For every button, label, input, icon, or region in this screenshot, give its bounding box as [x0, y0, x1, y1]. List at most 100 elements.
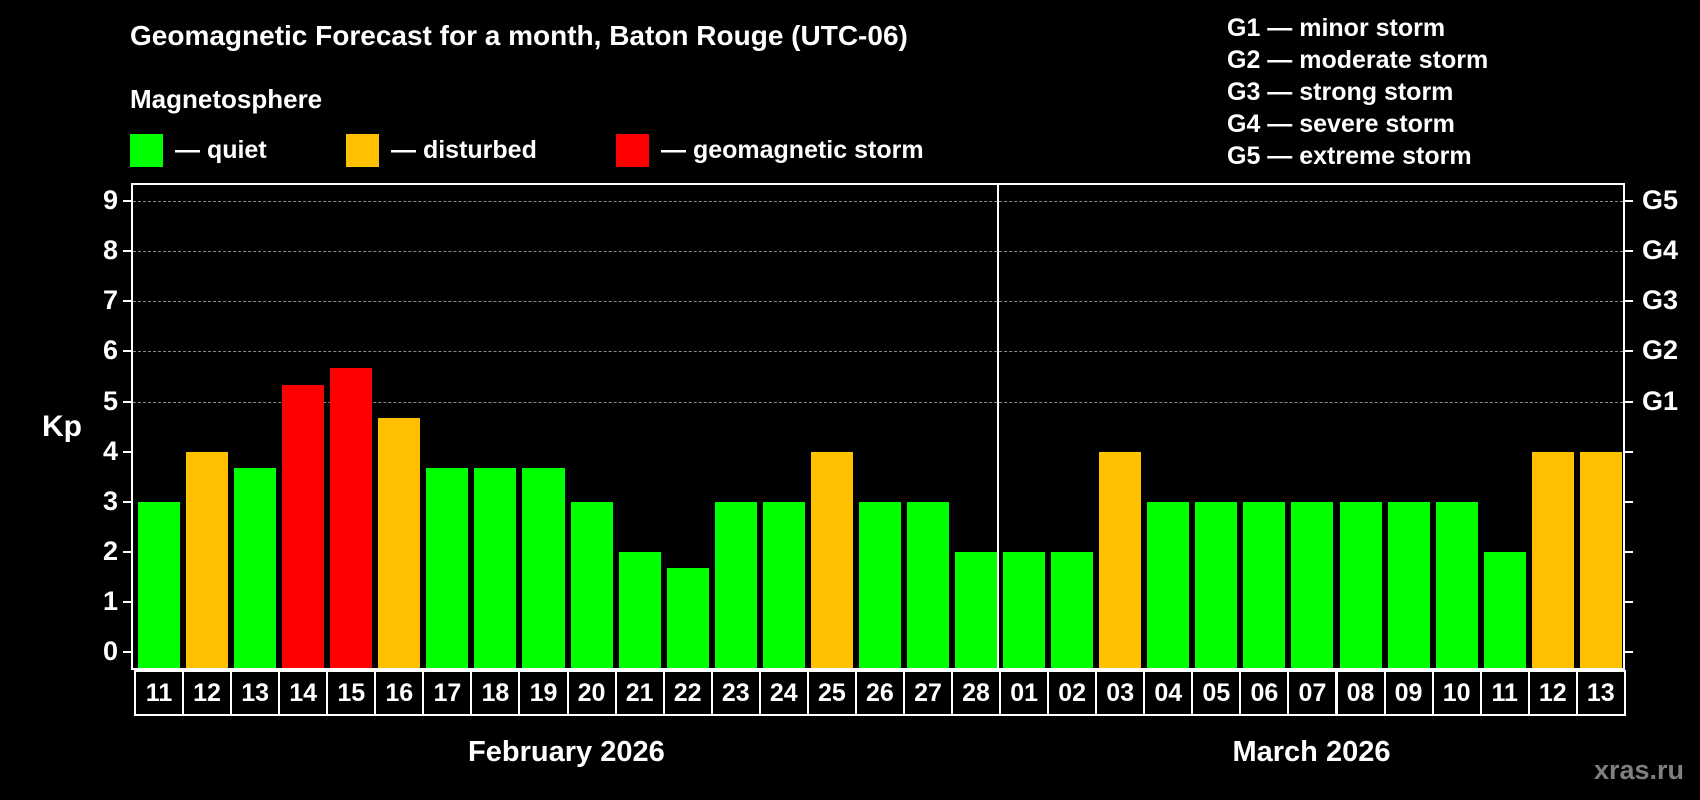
kp-bar-quiet	[618, 551, 661, 668]
kp-bar-quiet	[474, 468, 517, 668]
kp-bar-disturbed	[186, 451, 229, 668]
y-tick-mark	[123, 400, 131, 403]
kp-bar-quiet	[570, 501, 613, 668]
g-scale-item: G5 — extreme storm	[1227, 142, 1472, 170]
y-tick-label: 7	[102, 285, 118, 316]
y-tick-label: 0	[102, 636, 118, 666]
right-tick-mark	[1625, 200, 1633, 203]
y-tick-mark	[123, 300, 131, 303]
date-cell: 19	[518, 670, 569, 716]
date-cell: 25	[806, 670, 857, 716]
legend-item-disturbed: — disturbed	[346, 134, 537, 167]
g-scale-item: G2 — moderate storm	[1227, 46, 1489, 74]
date-cell: 20	[566, 670, 617, 716]
gridline	[133, 201, 1623, 203]
date-cell: 12	[1527, 670, 1578, 716]
right-tick-mark	[1625, 500, 1633, 503]
kp-bar-quiet	[522, 468, 565, 668]
right-tick-mark	[1625, 600, 1633, 603]
month-divider	[997, 183, 1000, 668]
disturbed-swatch-icon	[346, 134, 379, 167]
kp-bar-quiet	[955, 551, 998, 668]
kp-bar-quiet	[1339, 501, 1382, 668]
month-label-february: February 2026	[468, 736, 665, 768]
right-tick-mark	[1625, 450, 1633, 453]
right-tick-mark	[1625, 350, 1633, 353]
kp-bar-disturbed	[1579, 451, 1622, 668]
date-cell: 04	[1143, 670, 1194, 716]
kp-bar-storm	[330, 367, 373, 668]
y-tick-mark	[123, 500, 131, 503]
date-cell: 16	[374, 670, 425, 716]
plot-area	[131, 183, 1625, 668]
date-cell: 14	[278, 670, 329, 716]
date-cell: 02	[1047, 670, 1098, 716]
date-cell: 01	[999, 670, 1050, 716]
kp-bar-quiet	[1291, 501, 1334, 668]
legend-label: — disturbed	[391, 136, 537, 164]
y-tick-mark	[123, 550, 131, 553]
y-tick-mark	[123, 450, 131, 453]
quiet-swatch-icon	[130, 134, 163, 167]
g-level-label: G5	[1642, 185, 1679, 216]
g-level-label: G1	[1642, 385, 1679, 416]
y-tick-label: 9	[102, 185, 118, 216]
legend-item-quiet: — quiet	[130, 134, 267, 167]
date-cell: 09	[1383, 670, 1434, 716]
right-tick-mark	[1625, 300, 1633, 303]
date-cell: 15	[326, 670, 377, 716]
kp-bar-quiet	[1483, 551, 1526, 668]
y-tick-label: 2	[102, 535, 118, 566]
kp-bar-quiet	[1147, 501, 1190, 668]
date-cell: 05	[1191, 670, 1242, 716]
date-cell: 26	[854, 670, 905, 716]
y-tick-mark	[123, 350, 131, 353]
legend-label: — quiet	[175, 136, 267, 164]
date-cell: 13	[230, 670, 281, 716]
gridline	[133, 351, 1623, 353]
y-tick-label: 8	[102, 235, 118, 266]
legend-item-storm: — geomagnetic storm	[616, 134, 924, 167]
date-cell: 21	[614, 670, 665, 716]
y-tick-mark	[123, 200, 131, 203]
magnetosphere-heading: Magnetosphere	[130, 84, 323, 114]
watermark: xras.ru	[1593, 755, 1684, 785]
kp-bar-quiet	[858, 501, 901, 668]
g-level-label: G4	[1642, 235, 1679, 266]
date-cell: 10	[1431, 670, 1482, 716]
right-tick-mark	[1625, 400, 1633, 403]
date-cell: 12	[182, 670, 233, 716]
gridline	[133, 251, 1623, 253]
kp-bar-disturbed	[1531, 451, 1574, 668]
storm-swatch-icon	[616, 134, 649, 167]
date-cell: 06	[1239, 670, 1290, 716]
right-tick-mark	[1625, 651, 1633, 653]
kp-bar-quiet	[1195, 501, 1238, 668]
chart-title: Geomagnetic Forecast for a month, Baton …	[130, 20, 908, 51]
y-tick-mark	[123, 250, 131, 253]
kp-bar-disturbed	[378, 418, 421, 668]
kp-bar-quiet	[1003, 551, 1046, 668]
y-tick-mark	[123, 651, 131, 653]
plot-bottom-border	[131, 668, 1625, 670]
date-cell: 08	[1335, 670, 1386, 716]
right-tick-mark	[1625, 550, 1633, 553]
y-tick-label: 3	[102, 485, 118, 516]
kp-bar-quiet	[426, 468, 469, 668]
date-cell: 24	[758, 670, 809, 716]
y-tick-label: 5	[102, 385, 118, 416]
kp-bar-quiet	[714, 501, 757, 668]
g-scale-item: G4 — severe storm	[1227, 110, 1455, 138]
g-level-label: G2	[1642, 335, 1679, 366]
kp-bar-disturbed	[1099, 451, 1142, 668]
kp-bar-quiet	[1435, 501, 1478, 668]
date-cell: 07	[1287, 670, 1338, 716]
gridline	[133, 401, 1623, 403]
gridline	[133, 301, 1623, 303]
date-cell: 17	[422, 670, 473, 716]
kp-bar-quiet	[234, 468, 277, 668]
kp-bar-disturbed	[810, 451, 853, 668]
kp-bar-quiet	[138, 501, 181, 668]
legend-label: — geomagnetic storm	[661, 136, 924, 164]
g-level-label: G3	[1642, 285, 1679, 316]
